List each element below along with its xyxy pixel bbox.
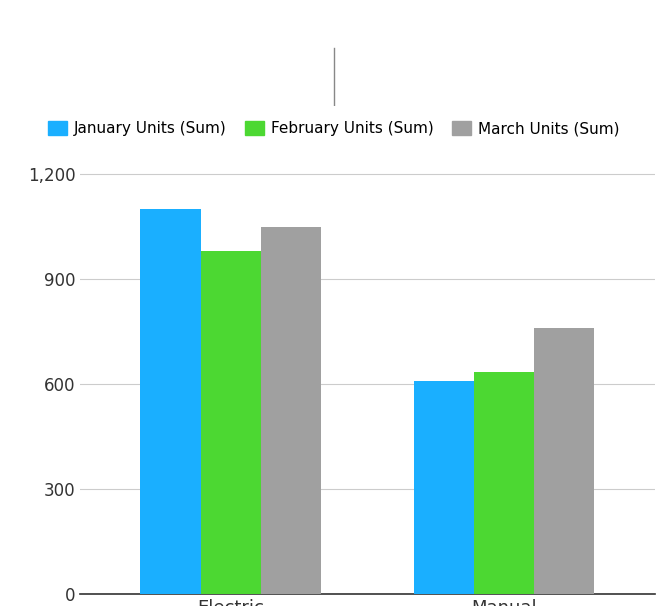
Bar xyxy=(474,372,534,594)
Legend: January Units (Sum), February Units (Sum), March Units (Sum): January Units (Sum), February Units (Sum… xyxy=(42,115,626,142)
Bar xyxy=(261,227,321,594)
Bar xyxy=(534,328,595,594)
Bar xyxy=(200,251,261,594)
Bar xyxy=(140,209,200,594)
Bar xyxy=(414,381,474,594)
